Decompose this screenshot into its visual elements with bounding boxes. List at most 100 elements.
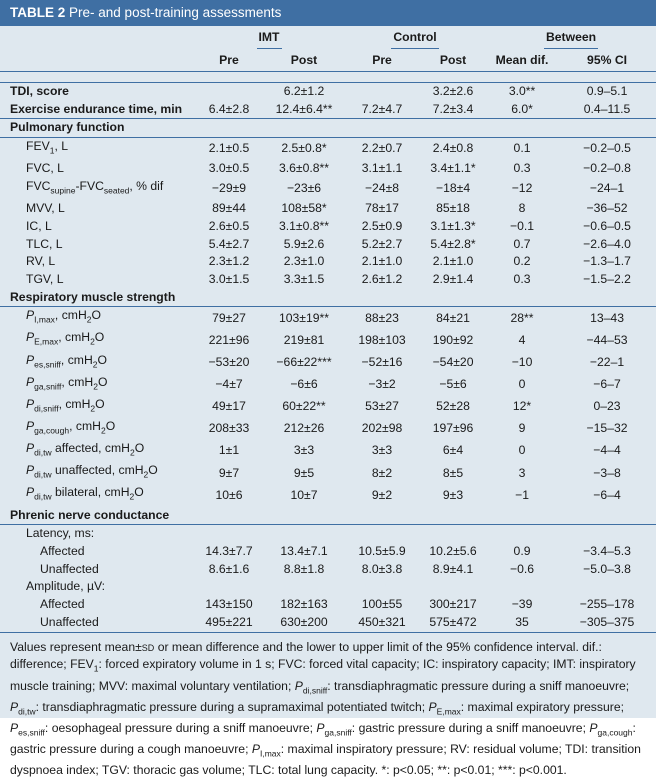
- cell-control-pre: 53±27: [344, 396, 420, 418]
- cell-control-pre: 5.2±2.7: [344, 236, 420, 254]
- cell-ci: −3.4–5.3: [558, 543, 656, 561]
- cell-control-pre: 10.5±5.9: [344, 543, 420, 561]
- cell-imt-pre: 2.1±0.5: [194, 138, 264, 161]
- group-header-between: Between: [544, 26, 598, 49]
- col-header-ci: 95% CI: [558, 49, 656, 72]
- cell-imt-post: 13.4±7.1: [264, 543, 344, 561]
- cell-control-post: 575±472: [420, 614, 486, 632]
- cell-ci: −6–7: [558, 374, 656, 396]
- cell-control-post: 8±5: [420, 462, 486, 484]
- cell-ci: [558, 289, 656, 307]
- assessments-table: IMT Control Between Pre Post Pre Post Me…: [0, 26, 656, 632]
- cell-control-pre: 9±2: [344, 484, 420, 506]
- cell-control-post: −5±6: [420, 374, 486, 396]
- footnote-text: Values represent mean±SD or mean differe…: [10, 640, 641, 778]
- cell-mean-dif: 3: [486, 462, 558, 484]
- cell-mean-dif: −0.1: [486, 218, 558, 236]
- table-row-amplitude: Amplitude, µV:: [0, 578, 656, 596]
- cell-mean-dif: [486, 507, 558, 525]
- cell-control-pre: −3±2: [344, 374, 420, 396]
- cell-mean-dif: 0.2: [486, 253, 558, 271]
- cell-ci: −0.2–0.8: [558, 160, 656, 178]
- cell-mean-dif: 35: [486, 614, 558, 632]
- cell-imt-post: 10±7: [264, 484, 344, 506]
- table-footnote: Values represent mean±SD or mean differe…: [0, 632, 656, 779]
- cell-imt-pre: 79±27: [194, 307, 264, 330]
- cell-imt-pre: [194, 578, 264, 596]
- cell-imt-pre: 8.6±1.6: [194, 561, 264, 579]
- table-number: TABLE 2: [10, 5, 65, 20]
- col-header-control-post: Post: [420, 49, 486, 72]
- cell-control-post: 10.2±5.6: [420, 543, 486, 561]
- cell-imt-pre: [194, 525, 264, 543]
- cell-control-pre: 100±55: [344, 596, 420, 614]
- cell-mean-dif: 0.3: [486, 160, 558, 178]
- cell-control-pre: 8±2: [344, 462, 420, 484]
- cell-mean-dif: 9: [486, 418, 558, 440]
- cell-imt-pre: −53±20: [194, 352, 264, 374]
- cell-control-post: 5.4±2.8*: [420, 236, 486, 254]
- col-header-mean-dif: Mean dif.: [486, 49, 558, 72]
- col-header-control-pre: Pre: [344, 49, 420, 72]
- row-label: Respiratory muscle strength: [0, 289, 194, 307]
- cell-ci: 0–23: [558, 396, 656, 418]
- cell-control-post: 2.4±0.8: [420, 138, 486, 161]
- cell-imt-pre: 9±7: [194, 462, 264, 484]
- table-row-pes-sniff: Pes,sniff, cmH2O−53±20−66±22***−52±16−54…: [0, 352, 656, 374]
- cell-control-pre: 7.2±4.7: [344, 101, 420, 119]
- cell-imt-post: 212±26: [264, 418, 344, 440]
- table-row-latency: Latency, ms:: [0, 525, 656, 543]
- cell-imt-post: −23±6: [264, 178, 344, 200]
- row-label: MVV, L: [0, 200, 194, 218]
- cell-mean-dif: 8: [486, 200, 558, 218]
- row-label: PI,max, cmH2O: [0, 307, 194, 330]
- row-label: Unaffected: [0, 614, 194, 632]
- cell-mean-dif: 28**: [486, 307, 558, 330]
- row-label: Phrenic nerve conductance: [0, 507, 194, 525]
- row-label: Pdi,tw bilateral, cmH2O: [0, 484, 194, 506]
- cell-imt-post: [264, 578, 344, 596]
- cell-imt-post: [264, 525, 344, 543]
- cell-control-post: [420, 119, 486, 138]
- cell-imt-pre: 2.6±0.5: [194, 218, 264, 236]
- cell-control-post: 3.4±1.1*: [420, 160, 486, 178]
- cell-imt-pre: 208±33: [194, 418, 264, 440]
- row-label: Pga,sniff, cmH2O: [0, 374, 194, 396]
- cell-ci: 0.9–5.1: [558, 83, 656, 101]
- cell-mean-dif: 12*: [486, 396, 558, 418]
- cell-ci: −255–178: [558, 596, 656, 614]
- row-label: FVCsupine-FVCseated, % dif: [0, 178, 194, 200]
- cell-ci: −5.0–3.8: [558, 561, 656, 579]
- cell-imt-pre: 221±96: [194, 329, 264, 351]
- cell-imt-post: 108±58*: [264, 200, 344, 218]
- cell-imt-pre: [194, 507, 264, 525]
- cell-control-pre: −24±8: [344, 178, 420, 200]
- cell-imt-post: 2.3±1.0: [264, 253, 344, 271]
- row-label: Amplitude, µV:: [0, 578, 194, 596]
- cell-imt-pre: [194, 289, 264, 307]
- spacer-row: [0, 72, 656, 83]
- cell-control-pre: 450±321: [344, 614, 420, 632]
- cell-control-pre: −52±16: [344, 352, 420, 374]
- cell-imt-post: [264, 119, 344, 138]
- cell-ci: [558, 578, 656, 596]
- cell-control-post: 8.9±4.1: [420, 561, 486, 579]
- cell-imt-post: 3.6±0.8**: [264, 160, 344, 178]
- cell-mean-dif: −12: [486, 178, 558, 200]
- cell-control-post: 2.1±1.0: [420, 253, 486, 271]
- cell-mean-dif: 0: [486, 440, 558, 462]
- cell-control-post: 197±96: [420, 418, 486, 440]
- cell-control-pre: 202±98: [344, 418, 420, 440]
- cell-control-post: 52±28: [420, 396, 486, 418]
- cell-control-pre: 78±17: [344, 200, 420, 218]
- cell-ci: 0.4–11.5: [558, 101, 656, 119]
- cell-ci: −22–1: [558, 352, 656, 374]
